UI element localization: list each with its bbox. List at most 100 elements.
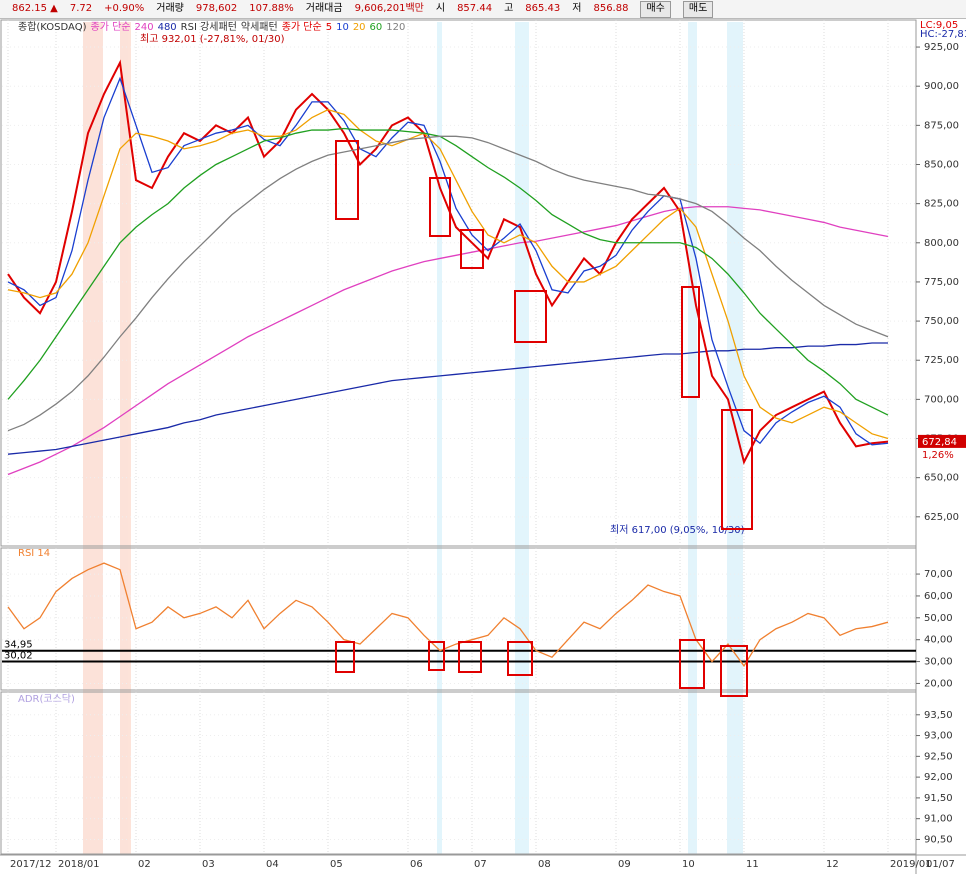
y-tick-label: 50,00 xyxy=(924,613,953,624)
order-button[interactable]: 매수 xyxy=(640,1,671,18)
last-price-badge xyxy=(918,434,966,448)
panel-legend: ADR(코스닥) xyxy=(18,693,75,705)
y-tick-label: 725,00 xyxy=(924,355,959,366)
y-tick-label: 93,50 xyxy=(924,710,953,721)
quote-item: 시 xyxy=(435,3,446,14)
y-tick-label: 875,00 xyxy=(924,120,959,131)
quote-item: 9,606,201백만 xyxy=(354,3,424,14)
y-tick-label: 30,00 xyxy=(924,657,953,668)
signal-box xyxy=(429,177,451,237)
quote-item: 거래량 xyxy=(156,3,184,14)
y-tick-label: 93,00 xyxy=(924,731,953,742)
quote-item: +0.90% xyxy=(104,3,145,14)
x-tick-label: 2018/01 xyxy=(58,859,100,870)
signal-box xyxy=(681,286,700,398)
pattern-label: 약세패턴 xyxy=(241,21,278,33)
signal-box xyxy=(721,409,753,530)
signal-box xyxy=(458,641,482,673)
price-panel xyxy=(0,19,917,547)
legend-entry: 60 xyxy=(370,22,383,33)
legend-entry: 20 xyxy=(353,22,366,33)
y-tick-label: 900,00 xyxy=(924,81,959,92)
change-label: 1,26% xyxy=(922,450,954,461)
series-line xyxy=(7,76,889,446)
y-tick-label: 750,00 xyxy=(924,316,959,327)
series-line xyxy=(7,108,889,440)
x-tick-label: 12 xyxy=(826,859,839,870)
y-tick-label: 700,00 xyxy=(924,394,959,405)
signal-box xyxy=(335,140,359,220)
y-tick-label: 825,00 xyxy=(924,199,959,210)
level-label: 34,95 xyxy=(4,640,33,651)
pattern-label: RSI 강세패턴 xyxy=(181,21,237,33)
highlight-bands xyxy=(83,22,743,854)
signal-box xyxy=(514,290,547,343)
last-price-label: 672,84 xyxy=(922,437,957,448)
signal-box xyxy=(720,645,748,697)
x-tick-label: 05 xyxy=(330,859,343,870)
signal-box xyxy=(679,639,705,689)
y-tick-label: 800,00 xyxy=(924,238,959,249)
x-tick-label: 07 xyxy=(474,859,487,870)
band xyxy=(83,22,103,854)
y-tick-label: 40,00 xyxy=(924,635,953,646)
y-tick-label: 775,00 xyxy=(924,277,959,288)
header-bar: 862.15 ▲ 7.72 +0.90% 거래량 978,602 107.88% 거래대금 9… xyxy=(0,0,966,19)
y-tick-label: 91,50 xyxy=(924,793,953,804)
x-end-label: 01/07 xyxy=(926,859,955,870)
series-line xyxy=(7,59,889,465)
x-tick-label: 02 xyxy=(138,859,151,870)
x-tick-label: 08 xyxy=(538,859,551,870)
x-tick-label: 03 xyxy=(202,859,215,870)
y-tick-label: 60,00 xyxy=(924,591,953,602)
y-tick-label: 92,00 xyxy=(924,772,953,783)
quote-item: 107.88% xyxy=(249,3,294,14)
y-tick-label: 90,50 xyxy=(924,834,953,845)
page: {"header":{"items":["862.15 ▲","7.72","+… xyxy=(0,0,966,874)
x-tick-label: 10 xyxy=(682,859,695,870)
panel-legend: RSI 14 xyxy=(18,548,50,559)
panel-title: 종합(KOSDAQ) xyxy=(18,21,87,33)
quote-item: 7.72 xyxy=(69,3,93,14)
order-button[interactable]: 매도 xyxy=(682,1,714,18)
series-line xyxy=(7,127,889,416)
legend-entry: 240 xyxy=(134,22,153,33)
signal-box xyxy=(428,641,445,671)
signal-box xyxy=(335,641,355,673)
quote-item: 865.43 xyxy=(525,3,561,14)
quote-item: 저 xyxy=(572,3,582,14)
signal-boxes xyxy=(335,140,753,697)
level-label: 30,02 xyxy=(4,651,33,662)
x-tick-label: 11 xyxy=(746,859,759,870)
series-line xyxy=(7,135,889,432)
x-tick-label: 2017/12 xyxy=(10,859,52,870)
series-line xyxy=(7,562,889,668)
annotation: 최저 617,00 (9,05%, 10/30) xyxy=(610,524,745,536)
band xyxy=(437,22,442,854)
signal-box xyxy=(507,641,533,676)
legend-prefix: 종가 단순 xyxy=(282,21,322,33)
x-tick-label: 09 xyxy=(618,859,631,870)
series-line xyxy=(7,206,889,476)
panel-title: ADR(코스닥) xyxy=(18,693,75,705)
quote-item: 857.44 xyxy=(457,3,493,14)
y-tick-label: 91,00 xyxy=(924,814,953,825)
legend-entry: 480 xyxy=(158,22,177,33)
extreme-label: HC:-27,81 xyxy=(920,29,966,40)
legend-entry: 10 xyxy=(336,22,349,33)
series-line xyxy=(7,342,888,455)
y-tick-label: 20,00 xyxy=(924,678,953,689)
legend-prefix: 종가 단순 xyxy=(91,21,131,33)
band xyxy=(688,22,697,854)
y-tick-label: 650,00 xyxy=(924,473,959,484)
x-tick-label: 2019/01 xyxy=(890,859,932,870)
chart: 625,00650,00675,00700,00725,00750,00775,… xyxy=(0,19,966,874)
adr-panel xyxy=(0,691,917,855)
legend-entry: 120 xyxy=(386,22,405,33)
quote-item: 거래대금 xyxy=(305,3,343,14)
quote-item: 862.15 ▲ xyxy=(12,3,58,14)
extreme-label: LC:9,05 xyxy=(920,20,958,31)
y-tick-label: 70,00 xyxy=(924,569,953,580)
quote-item: 978,602 xyxy=(195,3,238,14)
legend-entry: 5 xyxy=(326,22,332,33)
